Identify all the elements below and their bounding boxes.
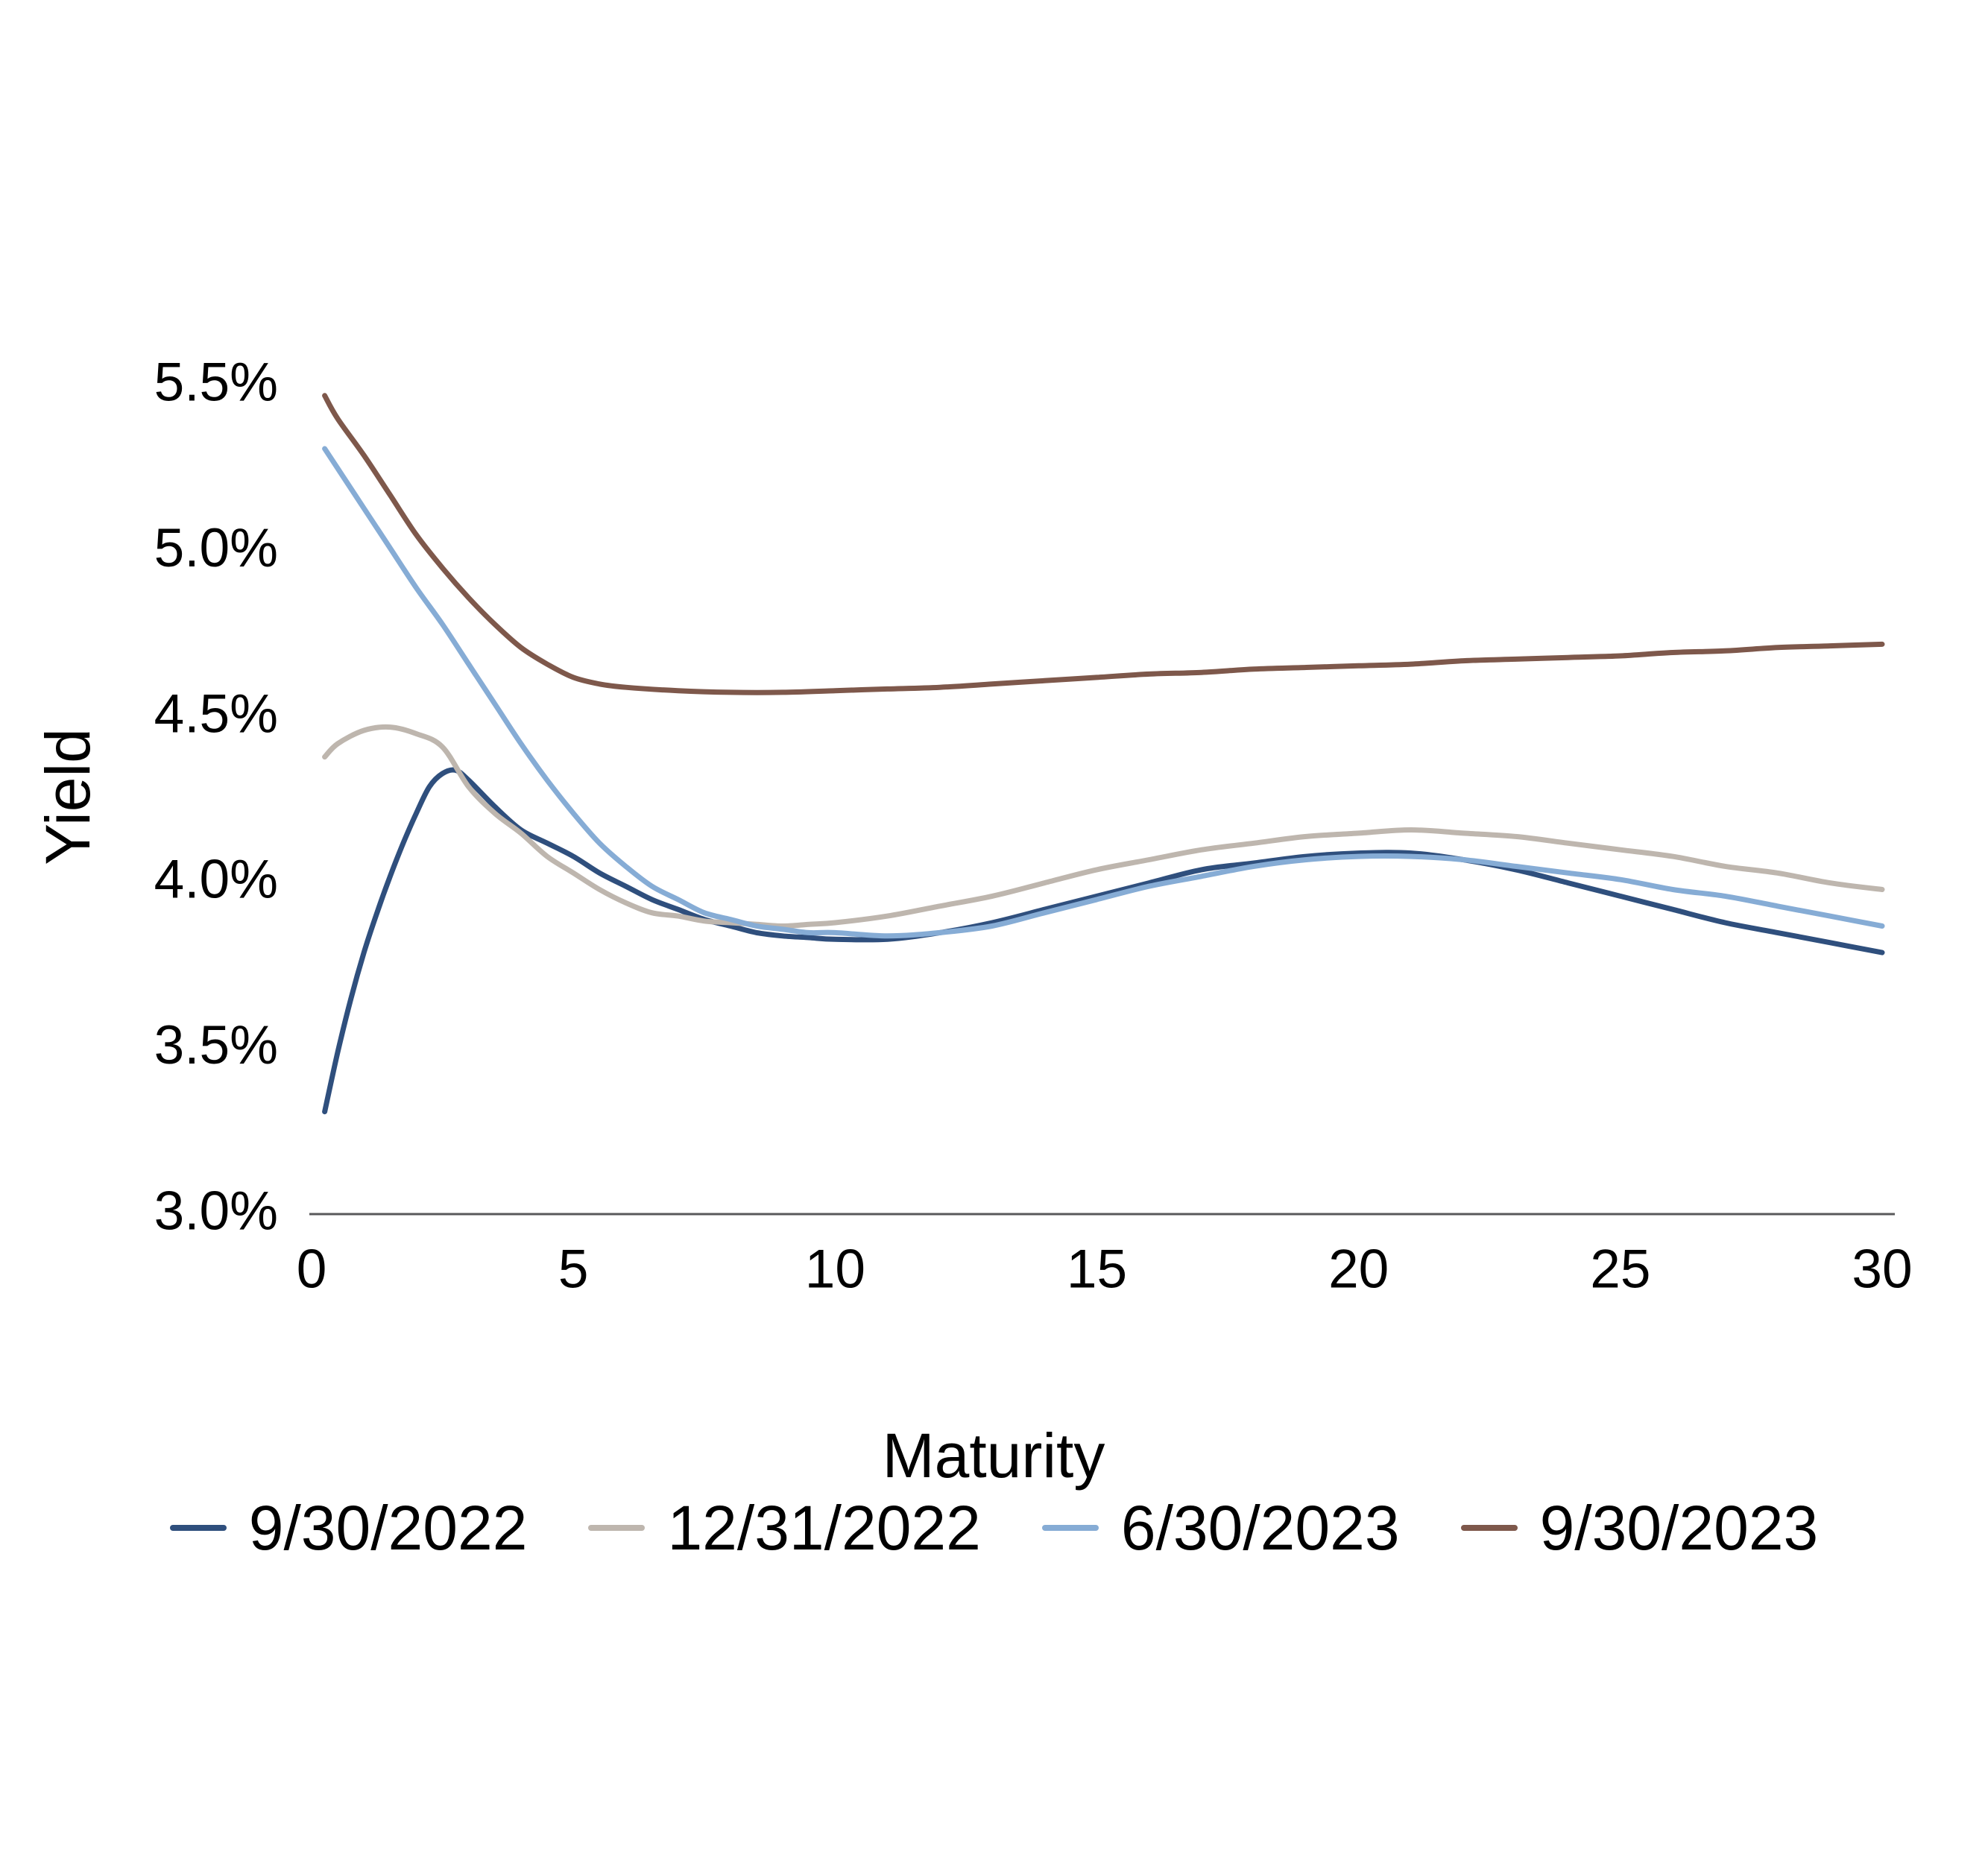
legend-label: 9/30/2023 bbox=[1539, 1493, 1819, 1563]
y-axis-title: Yield bbox=[33, 728, 103, 865]
series-line-9-30-2022 bbox=[322, 767, 1885, 1115]
x-tick-label: 15 bbox=[1067, 1239, 1127, 1300]
legend-swatch bbox=[1460, 1525, 1518, 1531]
legend-item-12-31-2022: 12/31/2022 bbox=[588, 1493, 981, 1563]
chart-legend: 9/30/2022 12/31/2022 6/30/2023 9/30/2023 bbox=[0, 1497, 1988, 1559]
series-line-6-30-2023 bbox=[322, 446, 1885, 939]
x-tick-label: 30 bbox=[1852, 1239, 1912, 1300]
series-lines bbox=[322, 393, 1885, 1115]
x-tick-label: 5 bbox=[558, 1239, 589, 1300]
legend-swatch bbox=[1041, 1525, 1099, 1531]
x-tick-label: 25 bbox=[1590, 1239, 1650, 1300]
y-tick-label: 3.0% bbox=[154, 1181, 278, 1242]
series-line-9-30-2023 bbox=[322, 393, 1885, 695]
legend-swatch bbox=[588, 1525, 646, 1531]
legend-label: 12/31/2022 bbox=[667, 1493, 981, 1563]
x-axis-tick-labels: 0 5 10 15 20 25 30 bbox=[297, 1239, 1913, 1300]
legend-item-9-30-2022: 9/30/2022 bbox=[169, 1493, 528, 1563]
legend-swatch bbox=[169, 1525, 227, 1531]
x-tick-label: 10 bbox=[805, 1239, 865, 1300]
legend-label: 9/30/2022 bbox=[248, 1493, 528, 1563]
y-tick-label: 3.5% bbox=[154, 1015, 278, 1075]
y-axis-tick-labels: 5.5% 5.0% 4.5% 4.0% 3.5% 3.0% bbox=[154, 353, 278, 1242]
x-tick-label: 20 bbox=[1328, 1239, 1389, 1300]
legend-item-9-30-2023: 9/30/2023 bbox=[1460, 1493, 1819, 1563]
y-tick-label: 5.5% bbox=[154, 353, 278, 413]
series-line-12-31-2022 bbox=[322, 724, 1885, 929]
y-tick-label: 4.0% bbox=[154, 850, 278, 910]
legend-item-6-30-2023: 6/30/2023 bbox=[1041, 1493, 1400, 1563]
y-tick-label: 5.0% bbox=[154, 518, 278, 578]
y-tick-label: 4.5% bbox=[154, 683, 278, 744]
x-tick-label: 0 bbox=[297, 1239, 327, 1300]
legend-label: 6/30/2023 bbox=[1120, 1493, 1400, 1563]
x-axis-title: Maturity bbox=[883, 1421, 1105, 1491]
